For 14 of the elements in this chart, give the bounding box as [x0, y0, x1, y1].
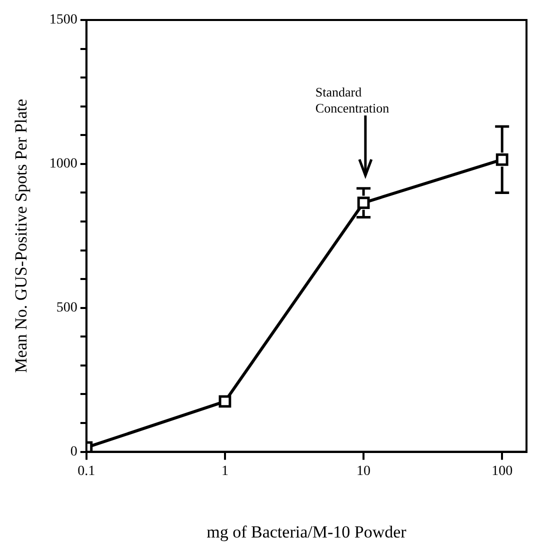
y-axis-title: Mean No. GUS-Positive Spots Per Plate — [12, 98, 31, 373]
x-tick-label: 0.1 — [78, 464, 96, 479]
x-tick-label: 10 — [356, 464, 371, 479]
y-tick-label: 500 — [56, 300, 78, 316]
y-tick-label: 1500 — [49, 12, 78, 28]
x-axis-title: mg of Bacteria/M-10 Powder — [206, 522, 407, 542]
point — [357, 196, 370, 209]
y-tick-label: 1000 — [49, 156, 78, 172]
y-tick-label: 0 — [70, 444, 78, 460]
x-tick-label: 100 — [492, 464, 513, 479]
x-tick-label: 1 — [221, 464, 228, 479]
point — [218, 395, 232, 408]
annotation: Standard Concentration — [315, 84, 390, 116]
point — [496, 153, 508, 166]
